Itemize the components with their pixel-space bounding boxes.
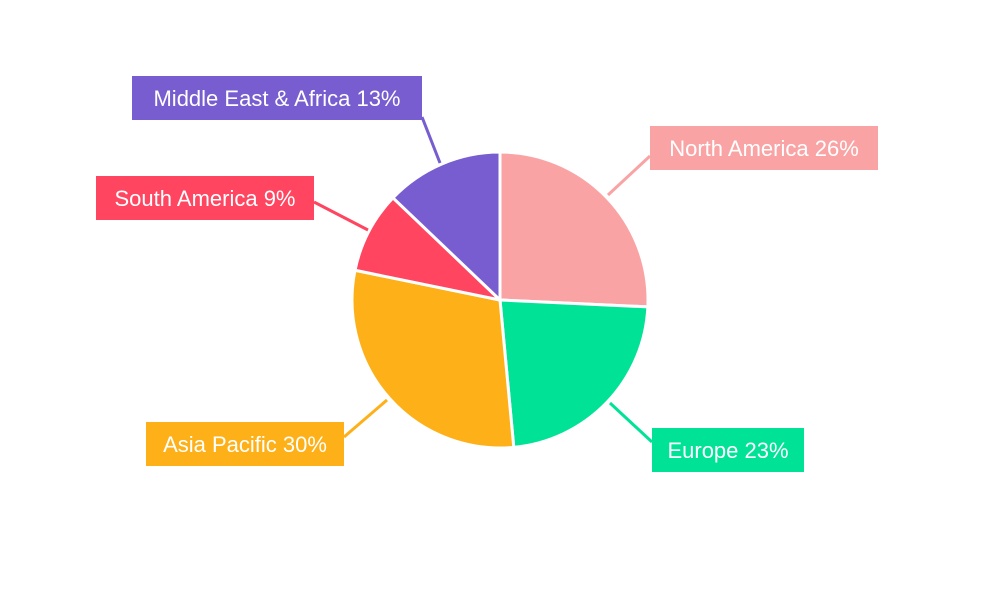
data-label-box-north-america bbox=[650, 126, 878, 170]
data-label-box-asia-pacific bbox=[146, 422, 344, 466]
data-label-north-america: North America 26% bbox=[669, 136, 859, 161]
pie-slice-north-america[interactable] bbox=[498, 150, 650, 309]
pie-slice-middle-east-africa[interactable] bbox=[391, 150, 502, 302]
leader-line-south-america bbox=[313, 200, 369, 232]
data-label-south-america: South America 9% bbox=[115, 186, 296, 211]
leader-line-north-america bbox=[606, 154, 652, 197]
data-label-asia-pacific: Asia Pacific 30% bbox=[163, 432, 327, 457]
pie-slice-europe[interactable] bbox=[498, 298, 650, 449]
pie-slice-south-america[interactable] bbox=[353, 196, 502, 302]
data-label-europe: Europe 23% bbox=[667, 438, 788, 463]
data-label-box-south-america bbox=[96, 176, 314, 220]
data-label-box-europe bbox=[652, 428, 804, 472]
leader-line-europe bbox=[608, 401, 654, 444]
leader-line-asia-pacific bbox=[343, 398, 388, 439]
leader-line-middle-east-africa bbox=[420, 116, 442, 164]
data-label-middle-east-africa: Middle East & Africa 13% bbox=[153, 86, 400, 111]
data-label-box-middle-east-africa bbox=[132, 76, 422, 120]
pie-slice-asia-pacific[interactable] bbox=[350, 268, 516, 450]
